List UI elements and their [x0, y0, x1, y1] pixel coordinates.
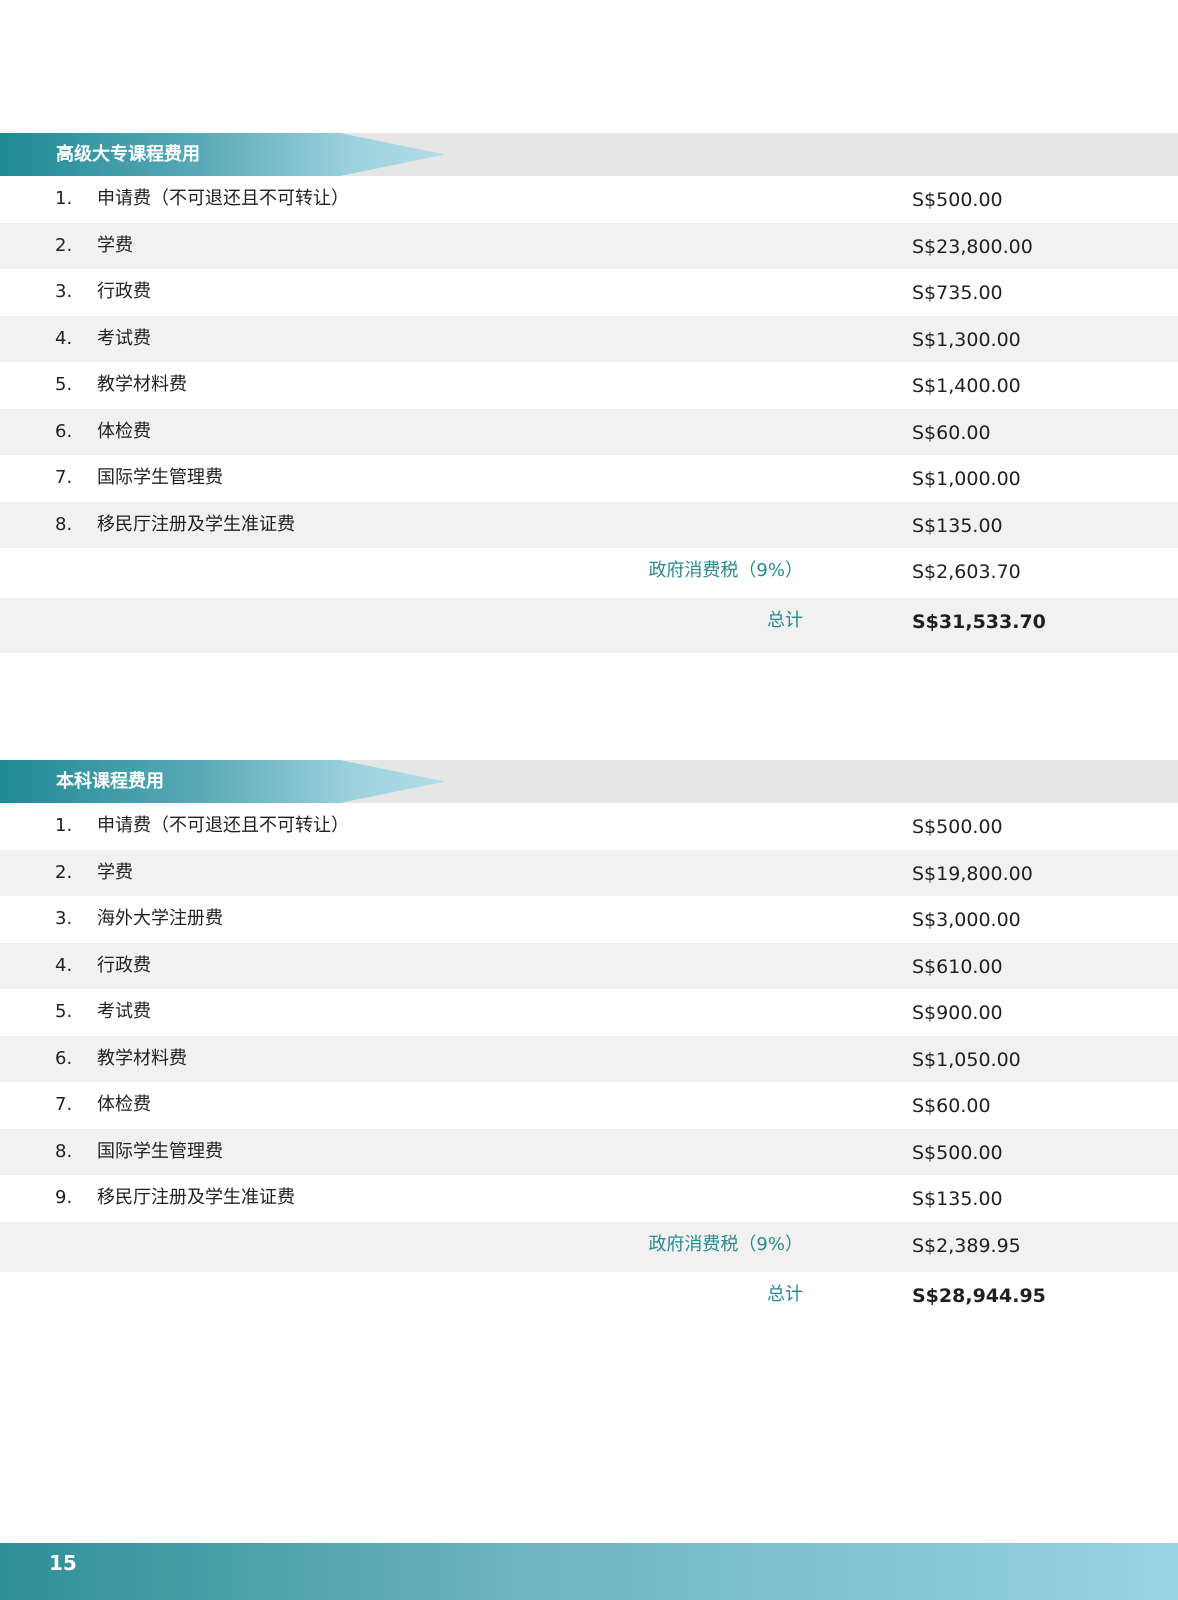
fee-number: 5.: [55, 374, 73, 395]
fee-number: 7.: [55, 1094, 73, 1115]
total-amount: S$31,533.70: [912, 611, 1046, 633]
fee-label: 移民厅注册及学生准证费: [97, 513, 295, 535]
fee-row: 6. 教学材料费 S$1,050.00: [0, 1035, 1178, 1082]
section-header: 高级大专课程费用: [0, 133, 1178, 176]
fee-row: 6. 体检费 S$60.00: [0, 408, 1178, 455]
section-banner: [0, 133, 445, 176]
fee-amount: S$500.00: [912, 1141, 1003, 1164]
fee-label: 考试费: [97, 327, 151, 349]
tax-row: 政府消费税（9%） S$2,389.95: [0, 1221, 1178, 1272]
fee-number: 6.: [55, 420, 73, 442]
fee-amount: S$1,050.00: [912, 1048, 1021, 1071]
tax-label: 政府消费税（9%）: [648, 560, 803, 581]
section-title: 本科课程费用: [56, 771, 164, 792]
fee-label: 学费: [97, 234, 133, 256]
fee-label: 移民厅注册及学生准证费: [97, 1187, 295, 1208]
fee-label: 国际学生管理费: [97, 1140, 223, 1162]
fee-number: 9.: [55, 1187, 73, 1208]
fee-number: 1.: [55, 815, 73, 836]
fee-number: 4.: [55, 954, 73, 976]
fee-number: 5.: [55, 1001, 73, 1022]
fee-row: 5. 教学材料费 S$1,400.00: [0, 362, 1178, 409]
tax-amount: S$2,603.70: [912, 561, 1021, 583]
fee-label: 体检费: [97, 1094, 151, 1115]
fee-number: 4.: [55, 327, 73, 349]
fee-amount: S$19,800.00: [912, 862, 1033, 885]
fee-row: 4. 行政费 S$610.00: [0, 942, 1178, 989]
fee-amount: S$500.00: [912, 189, 1003, 211]
fee-number: 1.: [55, 188, 73, 209]
fee-row: 3. 海外大学注册费 S$3,000.00: [0, 896, 1178, 943]
fee-row: 2. 学费 S$19,800.00: [0, 849, 1178, 896]
fee-label: 行政费: [97, 281, 151, 302]
total-amount: S$28,944.95: [912, 1284, 1046, 1307]
fee-amount: S$3,000.00: [912, 909, 1021, 931]
fee-label: 行政费: [97, 954, 151, 976]
page-number: 15: [49, 1551, 77, 1575]
total-label: 总计: [767, 1283, 803, 1305]
fee-number: 6.: [55, 1047, 73, 1069]
fee-amount: S$135.00: [912, 514, 1003, 537]
fee-label: 申请费（不可退还且不可转让）: [97, 188, 349, 209]
fee-amount: S$735.00: [912, 282, 1003, 304]
fee-label: 申请费（不可退还且不可转让）: [97, 815, 349, 836]
fee-row: 7. 体检费 S$60.00: [0, 1082, 1178, 1129]
fee-number: 7.: [55, 467, 73, 488]
fee-label: 体检费: [97, 420, 151, 442]
fee-row: 8. 移民厅注册及学生准证费 S$135.00: [0, 501, 1178, 548]
fee-number: 2.: [55, 861, 73, 883]
tax-row: 政府消费税（9%） S$2,603.70: [0, 548, 1178, 598]
fee-row: 3. 行政费 S$735.00: [0, 269, 1178, 316]
section-title: 高级大专课程费用: [56, 144, 200, 165]
fee-amount: S$135.00: [912, 1188, 1003, 1210]
fee-row: 7. 国际学生管理费 S$1,000.00: [0, 455, 1178, 502]
total-label: 总计: [767, 610, 803, 631]
fee-label: 教学材料费: [97, 1047, 187, 1069]
fee-label: 考试费: [97, 1001, 151, 1022]
fee-label: 教学材料费: [97, 374, 187, 395]
fee-number: 3.: [55, 281, 73, 302]
tax-amount: S$2,389.95: [912, 1234, 1021, 1257]
fee-amount: S$60.00: [912, 1095, 991, 1117]
total-row: 总计 S$28,944.95: [0, 1272, 1178, 1327]
fee-amount: S$500.00: [912, 816, 1003, 838]
fee-number: 3.: [55, 908, 73, 929]
page-footer: 15: [0, 1543, 1178, 1600]
fee-row: 5. 考试费 S$900.00: [0, 989, 1178, 1036]
fee-number: 8.: [55, 1140, 73, 1162]
diploma-fees-section: 高级大专课程费用 1. 申请费（不可退还且不可转让） S$500.00 2. 学费 S$23…: [0, 133, 1178, 653]
fee-amount: S$1,300.00: [912, 328, 1021, 351]
fee-amount: S$23,800.00: [912, 235, 1033, 258]
degree-fees-section: 本科课程费用 1. 申请费（不可退还且不可转让） S$500.00 2. 学费 S$19,8…: [0, 760, 1178, 1327]
fee-row: 2. 学费 S$23,800.00: [0, 222, 1178, 269]
fee-row: 4. 考试费 S$1,300.00: [0, 315, 1178, 362]
fee-number: 2.: [55, 234, 73, 256]
fee-amount: S$900.00: [912, 1002, 1003, 1024]
fee-number: 8.: [55, 513, 73, 535]
section-banner: [0, 760, 445, 803]
total-row: 总计 S$31,533.70: [0, 598, 1178, 653]
fee-amount: S$60.00: [912, 421, 991, 444]
tax-label: 政府消费税（9%）: [648, 1233, 803, 1255]
fee-label: 学费: [97, 861, 133, 883]
fee-amount: S$1,000.00: [912, 468, 1021, 490]
fee-row: 1. 申请费（不可退还且不可转让） S$500.00: [0, 176, 1178, 223]
fee-row: 8. 国际学生管理费 S$500.00: [0, 1128, 1178, 1175]
fee-row: 1. 申请费（不可退还且不可转让） S$500.00: [0, 803, 1178, 850]
section-header: 本科课程费用: [0, 760, 1178, 803]
fee-label: 海外大学注册费: [97, 908, 223, 929]
fee-amount: S$610.00: [912, 955, 1003, 978]
fee-amount: S$1,400.00: [912, 375, 1021, 397]
fee-label: 国际学生管理费: [97, 467, 223, 488]
fee-row: 9. 移民厅注册及学生准证费 S$135.00: [0, 1175, 1178, 1222]
